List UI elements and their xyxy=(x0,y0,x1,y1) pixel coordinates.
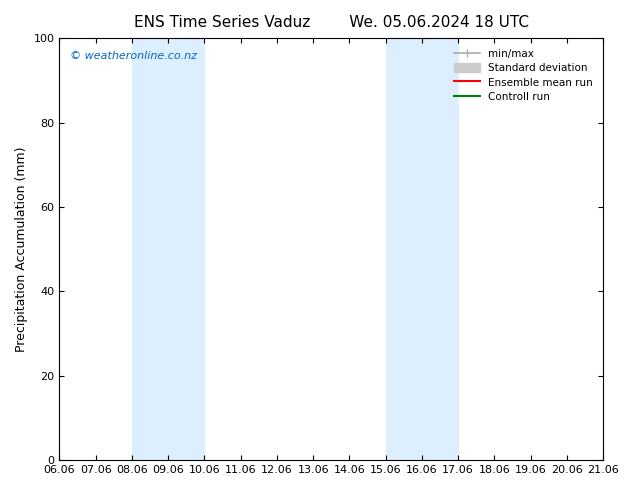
Text: © weatheronline.co.nz: © weatheronline.co.nz xyxy=(70,51,197,61)
Y-axis label: Precipitation Accumulation (mm): Precipitation Accumulation (mm) xyxy=(15,147,28,352)
Bar xyxy=(132,38,204,460)
Bar xyxy=(385,38,458,460)
Legend: min/max, Standard deviation, Ensemble mean run, Controll run: min/max, Standard deviation, Ensemble me… xyxy=(448,43,598,107)
Title: ENS Time Series Vaduz        We. 05.06.2024 18 UTC: ENS Time Series Vaduz We. 05.06.2024 18 … xyxy=(134,15,529,30)
